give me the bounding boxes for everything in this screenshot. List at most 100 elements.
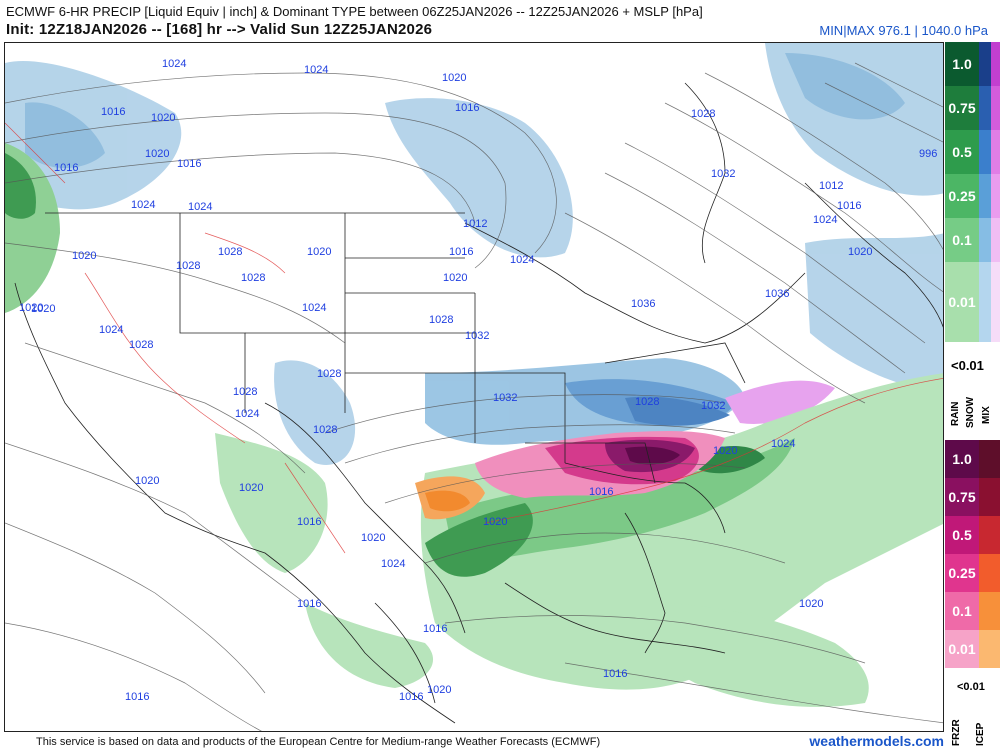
legend-snow-swatch bbox=[979, 86, 991, 130]
svg-text:1020: 1020 bbox=[135, 475, 159, 487]
svg-text:1036: 1036 bbox=[631, 298, 655, 310]
legend-icep-swatch bbox=[979, 478, 1000, 516]
legend-mix-swatch bbox=[991, 86, 1000, 130]
svg-text:1020: 1020 bbox=[442, 72, 466, 84]
svg-text:1024: 1024 bbox=[302, 302, 326, 314]
svg-text:1020: 1020 bbox=[799, 598, 823, 610]
svg-text:1012: 1012 bbox=[463, 218, 487, 230]
svg-text:1020: 1020 bbox=[72, 250, 96, 262]
legend-snow-swatch bbox=[979, 42, 991, 86]
svg-text:1024: 1024 bbox=[131, 199, 155, 211]
snow-precip-areas bbox=[5, 43, 943, 465]
svg-text:1024: 1024 bbox=[235, 408, 259, 420]
legend-mix-swatch bbox=[991, 218, 1000, 262]
legend-frzr-0.01: 0.01 bbox=[945, 630, 979, 668]
svg-text:1028: 1028 bbox=[218, 246, 242, 258]
svg-text:1020: 1020 bbox=[483, 516, 507, 528]
legend-frzr-0.5: 0.5 bbox=[945, 516, 979, 554]
political-boundaries bbox=[14, 82, 943, 724]
svg-text:1016: 1016 bbox=[837, 200, 861, 212]
svg-text:1028: 1028 bbox=[241, 272, 265, 284]
svg-text:1020: 1020 bbox=[145, 148, 169, 160]
data-credit: This service is based on data and produc… bbox=[36, 736, 601, 748]
rain-precip-areas bbox=[5, 143, 943, 707]
svg-text:1020: 1020 bbox=[239, 482, 263, 494]
svg-text:1016: 1016 bbox=[297, 598, 321, 610]
svg-text:996: 996 bbox=[919, 148, 937, 160]
min-max-pressure: MIN|MAX 976.1 | 1040.0 hPa bbox=[819, 23, 988, 38]
svg-text:1016: 1016 bbox=[603, 668, 627, 680]
svg-text:1028: 1028 bbox=[313, 424, 337, 436]
svg-text:1020: 1020 bbox=[151, 112, 175, 124]
svg-text:1016: 1016 bbox=[455, 102, 479, 114]
svg-text:1028: 1028 bbox=[429, 314, 453, 326]
legend-snow-swatch bbox=[979, 218, 991, 262]
svg-text:1016: 1016 bbox=[399, 691, 423, 703]
svg-text:1024: 1024 bbox=[99, 324, 123, 336]
legend-frzr-0.25: 0.25 bbox=[945, 554, 979, 592]
svg-text:1028: 1028 bbox=[129, 339, 153, 351]
legend-rain-1.0: 1.0 bbox=[945, 42, 979, 86]
svg-text:1024: 1024 bbox=[188, 201, 212, 213]
svg-text:1024: 1024 bbox=[771, 438, 795, 450]
legend-below-threshold: <0.01 bbox=[951, 358, 984, 373]
legend-below-threshold-2: <0.01 bbox=[957, 681, 985, 693]
legend-icep-label: ICEP bbox=[975, 722, 986, 746]
legend-mix-swatch bbox=[991, 42, 1000, 86]
svg-text:1028: 1028 bbox=[176, 260, 200, 272]
svg-text:1024: 1024 bbox=[304, 64, 328, 76]
legend-mix-swatch bbox=[991, 262, 1000, 342]
legend-rain-0.1: 0.1 bbox=[945, 218, 979, 262]
frzr-precip-areas bbox=[475, 430, 725, 498]
legend-rain-0.25: 0.25 bbox=[945, 174, 979, 218]
svg-text:1028: 1028 bbox=[635, 396, 659, 408]
svg-text:1028: 1028 bbox=[691, 108, 715, 120]
svg-text:1020: 1020 bbox=[19, 302, 43, 314]
svg-text:1032: 1032 bbox=[701, 400, 725, 412]
legend-frzr-label: FRZR bbox=[951, 719, 962, 746]
legend-rain-0.75: 0.75 bbox=[945, 86, 979, 130]
svg-text:1016: 1016 bbox=[589, 486, 613, 498]
legend-snow-label: SNOW bbox=[965, 396, 976, 428]
svg-text:1020: 1020 bbox=[361, 532, 385, 544]
legend-rain-0.01: 0.01 bbox=[945, 262, 979, 342]
svg-text:1012: 1012 bbox=[819, 180, 843, 192]
svg-text:1028: 1028 bbox=[233, 386, 257, 398]
svg-text:1024: 1024 bbox=[381, 558, 405, 570]
legend-icep-swatch bbox=[979, 592, 1000, 630]
svg-text:1024: 1024 bbox=[162, 58, 186, 70]
legend-icep-swatch bbox=[979, 554, 1000, 592]
svg-text:1032: 1032 bbox=[465, 330, 489, 342]
legend-frzr-1.0: 1.0 bbox=[945, 440, 979, 478]
legend-snow-swatch bbox=[979, 130, 991, 174]
svg-text:1036: 1036 bbox=[765, 288, 789, 300]
svg-text:1016: 1016 bbox=[101, 106, 125, 118]
legend-icep-swatch bbox=[979, 516, 1000, 554]
legend-icep-swatch bbox=[979, 630, 1000, 668]
legend-frzr-0.1: 0.1 bbox=[945, 592, 979, 630]
svg-text:1020: 1020 bbox=[427, 684, 451, 696]
map-canvas: 1024 1024 1020 1016 1020 1016 1020 1016 … bbox=[5, 43, 943, 731]
legend-mix-swatch bbox=[991, 130, 1000, 174]
svg-text:1020: 1020 bbox=[848, 246, 872, 258]
svg-text:1024: 1024 bbox=[813, 214, 837, 226]
icep-precip-areas bbox=[415, 476, 485, 520]
svg-text:1020: 1020 bbox=[307, 246, 331, 258]
legend-snow-swatch bbox=[979, 174, 991, 218]
svg-text:1032: 1032 bbox=[493, 392, 517, 404]
precip-type-legend: 1.0 0.75 0.5 0.25 0.1 0.01 <0.01 RAIN SN… bbox=[945, 42, 1000, 750]
isobar-lines bbox=[5, 62, 943, 731]
svg-text:1016: 1016 bbox=[177, 158, 201, 170]
map-title: ECMWF 6-HR PRECIP [Liquid Equiv | inch] … bbox=[6, 4, 703, 19]
forecast-map[interactable]: 1024 1024 1020 1016 1020 1016 1020 1016 … bbox=[4, 42, 944, 732]
isobar-labels: 1024 1024 1020 1016 1020 1016 1020 1016 … bbox=[19, 58, 937, 703]
svg-text:1016: 1016 bbox=[125, 691, 149, 703]
mix-precip-areas bbox=[725, 380, 835, 424]
brand-link[interactable]: weathermodels.com bbox=[809, 733, 944, 749]
legend-frzr-0.75: 0.75 bbox=[945, 478, 979, 516]
svg-text:1020: 1020 bbox=[713, 445, 737, 457]
svg-text:1020: 1020 bbox=[443, 272, 467, 284]
svg-text:1024: 1024 bbox=[510, 254, 534, 266]
svg-text:1020: 1020 bbox=[31, 303, 55, 315]
svg-text:1032: 1032 bbox=[711, 168, 735, 180]
